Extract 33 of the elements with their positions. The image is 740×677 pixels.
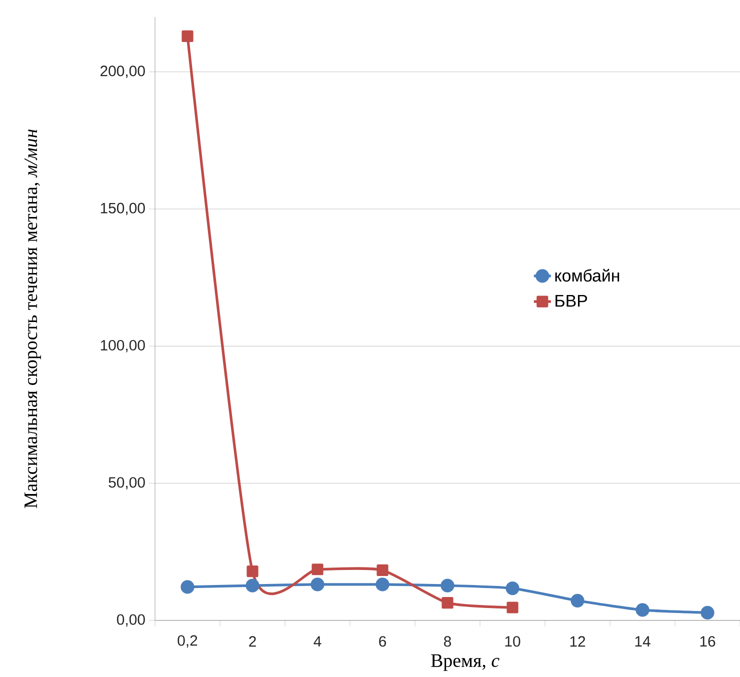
x-tick-label: 4 bbox=[314, 636, 322, 647]
point bbox=[636, 603, 650, 617]
x-tick-label: 6 bbox=[379, 636, 386, 647]
point bbox=[442, 597, 454, 609]
point bbox=[376, 564, 388, 576]
legend-label: комбайн bbox=[555, 268, 620, 282]
point bbox=[182, 30, 194, 42]
point bbox=[570, 594, 584, 608]
y-tick-label: 0,00 bbox=[116, 614, 145, 627]
x-tick-label: 0,2 bbox=[178, 635, 198, 648]
y-axis-title: Максимальная скорость течения метана, м/мин bbox=[24, 129, 41, 508]
y-tick-label: 200,00 bbox=[100, 66, 145, 78]
point bbox=[246, 566, 258, 578]
y-tick-label: 50,00 bbox=[108, 477, 145, 490]
y-tick-label: 100,00 bbox=[100, 340, 145, 352]
x-tick-label: 10 bbox=[505, 636, 520, 647]
point bbox=[440, 578, 454, 592]
y-tick-label: 150,00 bbox=[100, 202, 145, 216]
point bbox=[312, 564, 324, 576]
x-tick-label: 8 bbox=[444, 636, 452, 647]
legend-label: БВР bbox=[556, 294, 588, 307]
point bbox=[506, 582, 520, 596]
point bbox=[310, 578, 324, 592]
point bbox=[700, 606, 714, 620]
point bbox=[376, 578, 390, 592]
point bbox=[246, 578, 260, 592]
x-tick-label: 14 bbox=[635, 636, 650, 647]
x-tick-label: 2 bbox=[249, 636, 256, 647]
x-tick-label: 16 bbox=[700, 636, 716, 647]
point bbox=[506, 602, 518, 614]
x-axis-title: Время, с bbox=[431, 654, 500, 671]
x-tick-label: 12 bbox=[570, 636, 586, 647]
point bbox=[180, 580, 194, 594]
